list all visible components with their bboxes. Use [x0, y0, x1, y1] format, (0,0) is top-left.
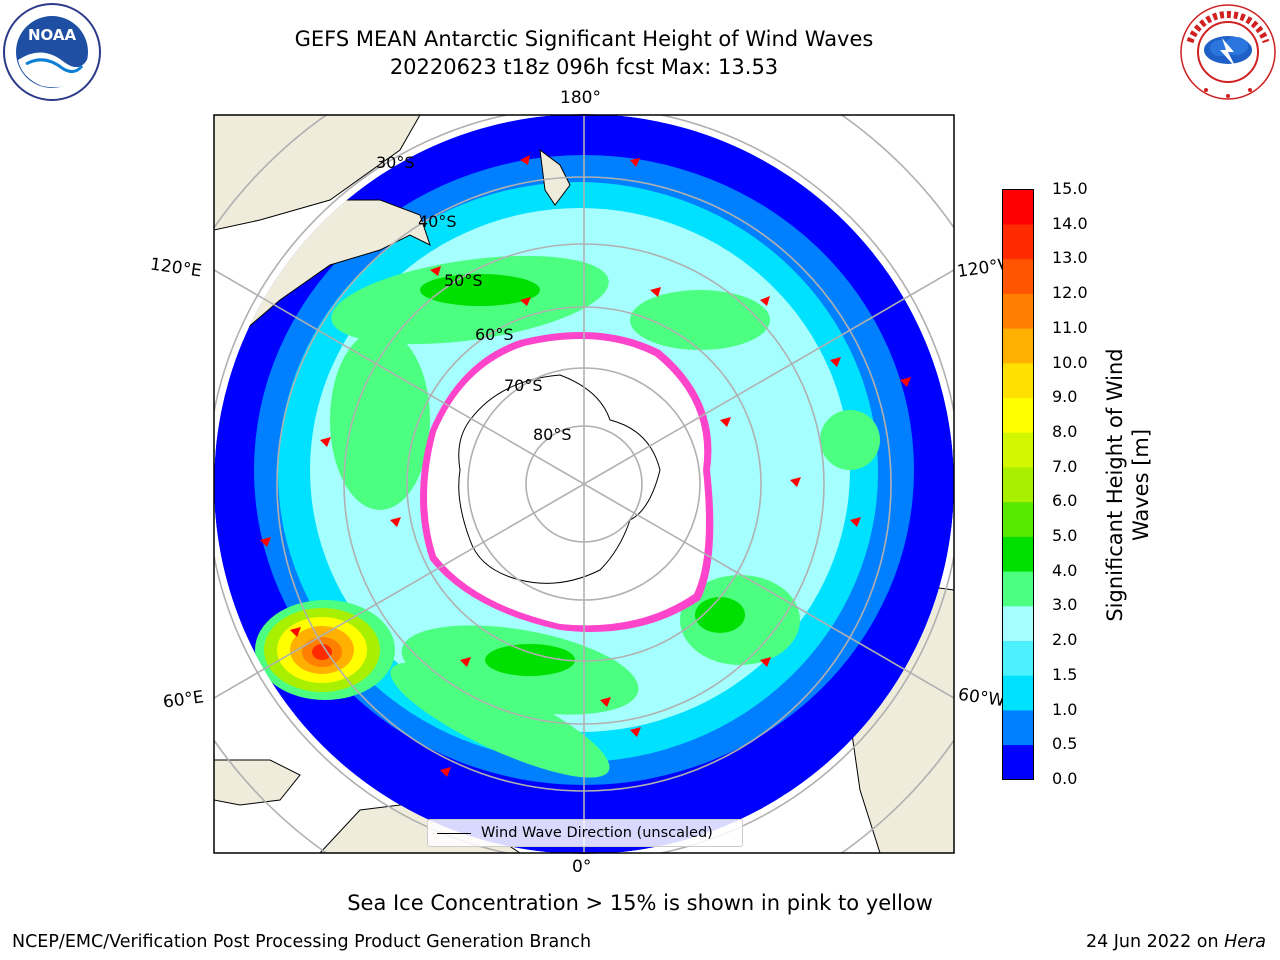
colorbar-segment: [1002, 501, 1034, 537]
colorbar-tick-label: 12.0: [1052, 283, 1088, 303]
colorbar-tick-label: 11.0: [1052, 317, 1088, 337]
colorbar-segment: [1002, 363, 1034, 399]
colorbar-label-line1: Significant Height of Wind: [1103, 348, 1127, 622]
colorbar-segment: [1002, 328, 1034, 364]
colorbar-tick-label: 9.0: [1052, 387, 1078, 407]
colorbar-segment: [1002, 675, 1034, 711]
colorbar-tick-label: 13.0: [1052, 248, 1088, 268]
colorbar-tick-label: 0.0: [1052, 769, 1078, 788]
colorbar: [1002, 189, 1034, 780]
colorbar-label-line2: Waves [m]: [1129, 428, 1153, 542]
colorbar-tick-label: 2.0: [1052, 630, 1078, 650]
colorbar-segment: [1002, 744, 1034, 780]
colorbar-segment: [1002, 258, 1034, 294]
noaa-logo: NOAA: [3, 3, 101, 101]
lon-label-0: 0°: [572, 857, 592, 877]
national-weather-service-logo: [1180, 4, 1276, 100]
colorbar-tick-label: 10.0: [1052, 352, 1088, 372]
colorbar-tick-label: 14.0: [1052, 213, 1088, 233]
map-legend: Wind Wave Direction (unscaled): [427, 819, 743, 847]
colorbar-segment: [1002, 293, 1034, 329]
colorbar-segment: [1002, 397, 1034, 433]
run-host: Hera: [1224, 932, 1266, 952]
colorbar-tick-label: 6.0: [1052, 491, 1078, 511]
run-date-prefix: 24 Jun 2022 on: [1085, 932, 1225, 952]
lat-label-80s: 80°S: [533, 425, 572, 444]
chart-subtitle: 20220623 t18z 096h fcst Max: 13.53: [389, 55, 779, 79]
legend-line-swatch: [437, 832, 471, 834]
colorbar-tick-label: 0.5: [1052, 734, 1078, 754]
colorbar-tick-label: 15.0: [1052, 179, 1088, 198]
colorbar-segment: [1002, 536, 1034, 572]
colorbar-tick-label: 4.0: [1052, 560, 1078, 580]
colorbar-tick-label: 8.0: [1052, 421, 1078, 441]
colorbar-tick-label: 1.5: [1052, 664, 1078, 684]
lat-label-40s: 40°S: [418, 212, 457, 231]
colorbar-segment: [1002, 605, 1034, 641]
colorbar-segment: [1002, 571, 1034, 607]
lat-label-60s: 60°S: [475, 325, 514, 344]
lat-label-50s: 50°S: [444, 271, 483, 290]
colorbar-label: Significant Height of Wind Waves [m]: [1102, 348, 1154, 621]
map-frame: [213, 114, 955, 854]
wind-wave-arrows: [260, 155, 911, 777]
sea-ice-note: Sea Ice Concentration > 15% is shown in …: [347, 891, 933, 915]
lat-label-30s: 30°S: [376, 153, 415, 172]
colorbar-segment: [1002, 467, 1034, 503]
run-date: 24 Jun 2022 on Hera: [1086, 932, 1266, 952]
colorbar-segment: [1002, 189, 1034, 225]
lon-label-180: 180°: [560, 88, 601, 108]
colorbar-tick-label: 7.0: [1052, 456, 1078, 476]
noaa-logo-text: NOAA: [28, 26, 77, 44]
colorbar-tick-label: 3.0: [1052, 595, 1078, 615]
colorbar-tick-label: 5.0: [1052, 526, 1078, 546]
colorbar-segment: [1002, 224, 1034, 260]
colorbar-segment: [1002, 710, 1034, 746]
producer-credit: NCEP/EMC/Verification Post Processing Pr…: [12, 932, 592, 952]
graticule: [214, 115, 954, 853]
colorbar-tick-label: 1.0: [1052, 699, 1078, 719]
colorbar-segment: [1002, 640, 1034, 676]
legend-label: Wind Wave Direction (unscaled): [481, 825, 713, 841]
lat-label-70s: 70°S: [504, 376, 543, 395]
chart-title: GEFS MEAN Antarctic Significant Height o…: [294, 27, 874, 51]
colorbar-segment: [1002, 432, 1034, 468]
